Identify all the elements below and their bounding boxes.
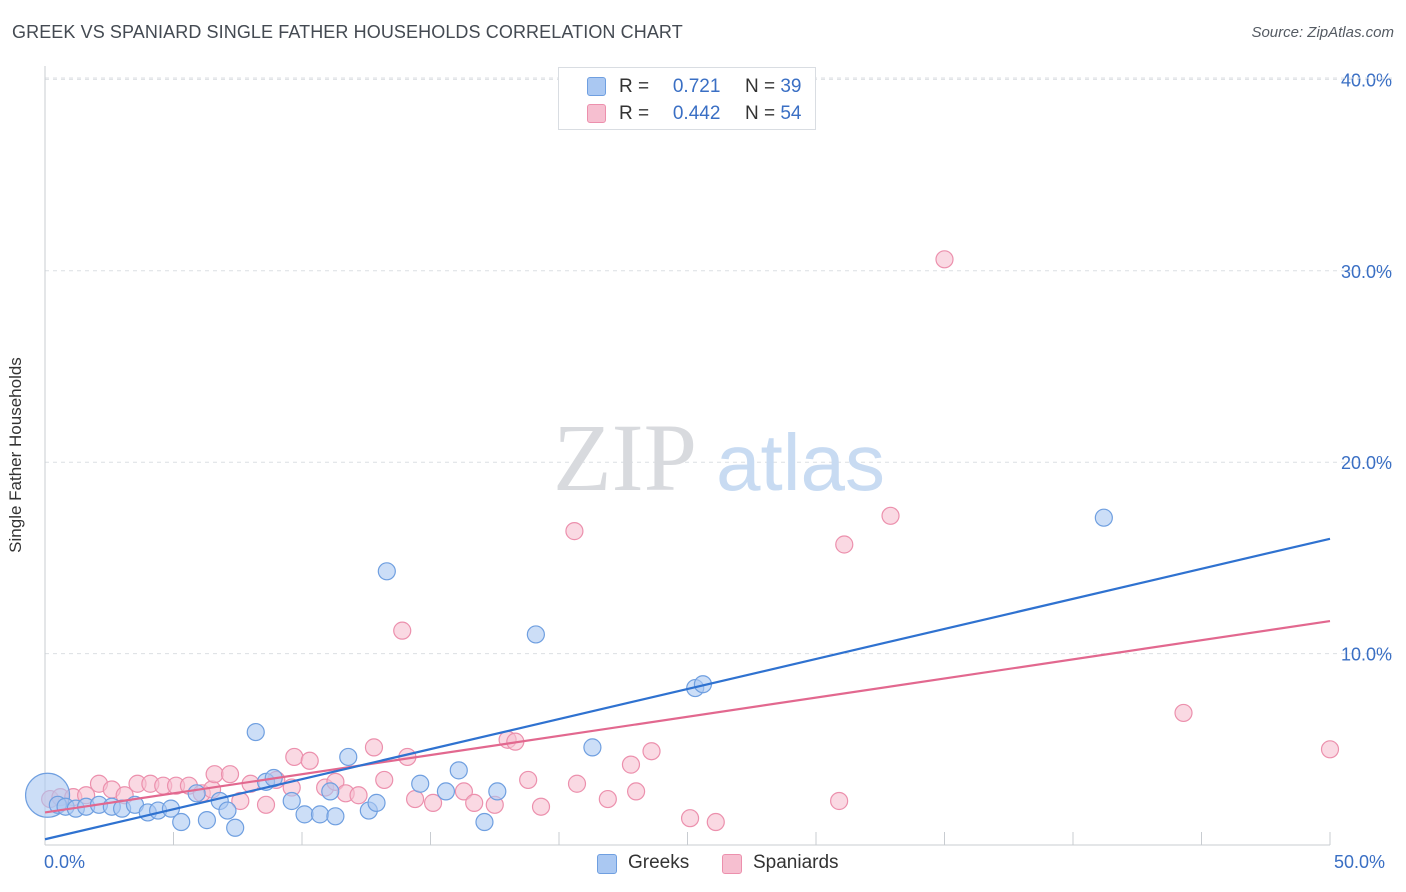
greeks-point xyxy=(436,782,456,801)
spaniards-point xyxy=(626,782,646,801)
greeks-point xyxy=(295,805,314,824)
watermark-zip: ZIP xyxy=(553,404,697,511)
chart-title: GREEK VS SPANIARD SINGLE FATHER HOUSEHOL… xyxy=(12,22,683,42)
spaniards-point xyxy=(349,786,368,805)
spaniards-point xyxy=(567,774,587,793)
spaniards-point xyxy=(454,782,474,801)
x-tick-max: 50.0% xyxy=(1334,852,1386,872)
greeks-point xyxy=(488,782,507,801)
spaniards-point xyxy=(205,765,224,784)
watermark-atlas: atlas xyxy=(716,418,885,507)
spaniards-point xyxy=(935,250,954,269)
spaniards-swatch xyxy=(587,104,606,123)
spaniards-point xyxy=(300,751,319,770)
spaniards-point xyxy=(423,793,443,812)
spaniards-r-label: R = xyxy=(619,103,650,124)
greeks-point xyxy=(526,625,545,644)
greeks-r-value: 0.721 xyxy=(672,76,721,97)
greeks-legend-swatch xyxy=(597,854,617,874)
spaniards-point xyxy=(285,747,304,767)
spaniards-point xyxy=(220,765,240,784)
greeks-point xyxy=(326,807,345,826)
greeks-point xyxy=(377,562,396,581)
spaniards-point xyxy=(1174,703,1193,723)
spaniards-point xyxy=(680,809,700,828)
greeks-r-label: R = xyxy=(619,76,650,97)
greeks-point xyxy=(321,782,340,801)
greeks-point xyxy=(310,805,330,824)
spaniards-point xyxy=(565,522,584,541)
spaniards-n-label: N = xyxy=(744,103,776,124)
spaniards-point xyxy=(621,755,641,774)
y-tick-label: 10.0% xyxy=(1341,645,1392,665)
spaniards-n-value: 54 xyxy=(780,103,802,124)
spaniards-point xyxy=(375,770,394,790)
spaniards-point xyxy=(642,742,661,761)
greeks-n-label: N = xyxy=(744,76,776,97)
greeks-n-value: 39 xyxy=(780,76,802,97)
greeks-trend-line xyxy=(44,537,1331,841)
greeks-point xyxy=(583,738,602,757)
y-tick-label: 30.0% xyxy=(1341,262,1392,282)
spaniards-point xyxy=(531,797,551,816)
spaniards-point xyxy=(393,621,412,640)
greeks-point xyxy=(226,818,245,837)
spaniards-point xyxy=(881,506,900,525)
x-tick-min: 0.0% xyxy=(44,852,86,872)
greeks-point xyxy=(475,812,494,832)
greeks-point xyxy=(187,784,206,803)
spaniards-point xyxy=(405,789,425,809)
spaniards-trend-line xyxy=(44,619,1331,814)
greeks-point xyxy=(197,811,217,830)
y-tick-label: 20.0% xyxy=(1341,453,1392,473)
greeks-point xyxy=(282,791,301,811)
greeks-point xyxy=(172,812,191,832)
spaniards-point xyxy=(598,789,617,809)
spaniards-point xyxy=(1320,740,1340,759)
spaniards-point xyxy=(465,793,484,812)
spaniards-point xyxy=(835,535,854,554)
y-tick-label: 40.0% xyxy=(1341,70,1392,90)
spaniards-point xyxy=(519,770,538,790)
spaniards-r-value: 0.442 xyxy=(672,103,721,124)
greeks-point xyxy=(1094,508,1113,527)
greeks-point xyxy=(339,747,358,767)
greeks-point xyxy=(218,801,237,820)
greeks-swatch xyxy=(587,77,606,96)
greeks-legend-label: Greeks xyxy=(628,852,690,873)
source-credit: Source: ZipAtlas.com xyxy=(1251,24,1394,41)
spaniards-legend-swatch xyxy=(722,854,742,874)
spaniards-point xyxy=(364,738,384,757)
correlation-legend: R = 0.721 N = 39 R = 0.442 N = 54 xyxy=(558,67,816,130)
spaniards-point xyxy=(706,812,725,832)
y-axis-label: Single Father Households xyxy=(6,357,25,553)
spaniards-point xyxy=(256,795,276,814)
spaniards-point xyxy=(830,791,849,811)
greeks-point xyxy=(449,761,468,780)
greeks-point xyxy=(367,793,386,812)
greeks-point xyxy=(411,774,430,793)
greeks-point xyxy=(246,722,265,742)
spaniards-legend-label: Spaniards xyxy=(753,852,839,873)
